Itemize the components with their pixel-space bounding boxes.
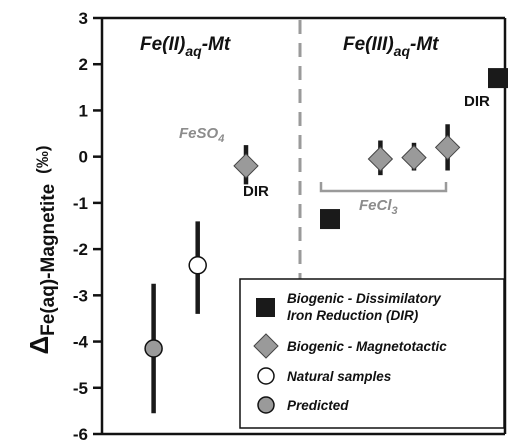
dir-label-right: DIR (464, 93, 490, 110)
y-ticks: 3 2 1 0 -1 -2 -3 -4 -5 -6 (73, 9, 102, 442)
data-points (144, 68, 508, 414)
magnetotactic-point (401, 144, 427, 171)
svg-text:ΔFe(aq)-Magnetite(‰): ΔFe(aq)-Magnetite (‰) (24, 145, 59, 354)
legend-label-dir-1: Biogenic - Dissimilatory (287, 291, 442, 306)
y-axis-main: Fe(aq)-Magnetite (38, 184, 59, 336)
y-tick-label: -4 (73, 333, 89, 352)
y-tick-label: -6 (73, 425, 88, 442)
legend: Biogenic - Dissimilatory Iron Reduction … (239, 278, 505, 429)
dir-point (320, 209, 340, 230)
y-tick-label: -1 (73, 194, 88, 213)
dir-point (488, 68, 508, 89)
legend-marker-predicted (257, 396, 275, 414)
magnetotactic-point (367, 146, 394, 172)
predicted-point (144, 339, 163, 358)
legend-marker-magnetotactic (253, 333, 279, 359)
y-axis-title: ΔFe(aq)-Magnetite (‰) (24, 145, 59, 354)
y-axis-unit: (‰) (33, 145, 52, 173)
y-tick-label: -3 (73, 286, 88, 305)
feso4-label: FeSO4 (179, 125, 224, 145)
y-tick-label: 2 (79, 55, 88, 74)
legend-marker-dir (256, 298, 275, 317)
y-tick-label: -5 (73, 379, 88, 398)
y-tick-label: 1 (79, 101, 88, 120)
fecl3-label: FeCl3 (359, 197, 398, 217)
legend-label-natural: Natural samples (287, 369, 392, 384)
y-tick-label: -2 (73, 240, 88, 259)
y-tick-label: 0 (79, 148, 88, 167)
dir-label-left: DIR (243, 183, 269, 200)
legend-label-predicted: Predicted (287, 398, 349, 413)
legend-marker-natural (257, 367, 275, 385)
legend-label-dir-2: Iron Reduction (DIR) (287, 308, 419, 323)
left-panel-label: Fe(II)aq-Mt (140, 34, 231, 59)
magnetotactic-point (434, 134, 461, 161)
fecl3-bracket (319, 182, 448, 193)
natural-sample-point (188, 256, 207, 275)
y-tick-label: 3 (79, 9, 88, 28)
right-panel-label: Fe(III)aq-Mt (343, 34, 439, 59)
legend-label-magnetotactic: Biogenic - Magnetotactic (287, 339, 447, 354)
y-axis-delta: Δ (24, 336, 54, 355)
legend-box (239, 278, 505, 429)
magnetotactic-point (233, 153, 259, 179)
